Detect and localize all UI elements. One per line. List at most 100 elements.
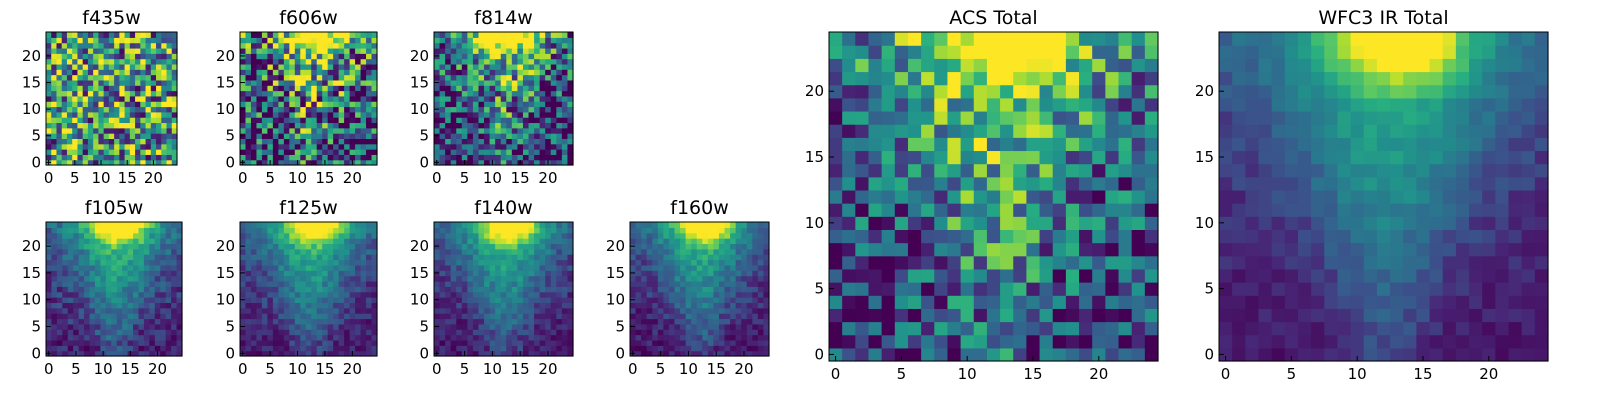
- heatmap-cell: [456, 302, 463, 309]
- heatmap-cell: [484, 85, 491, 92]
- heatmap-cell: [635, 248, 642, 255]
- heatmap-cell: [960, 282, 975, 296]
- heatmap-cell: [46, 63, 52, 70]
- heatmap-cell: [305, 85, 312, 92]
- heatmap-cell: [116, 313, 123, 320]
- heatmap-cell: [176, 323, 183, 330]
- heatmap-cell: [506, 32, 513, 38]
- heatmap-cell: [550, 248, 557, 255]
- heatmap-cell: [51, 307, 58, 314]
- heatmap-cell: [114, 159, 120, 166]
- heatmap-cell: [62, 350, 69, 357]
- y-tick-label: 15: [606, 264, 625, 282]
- heatmap-cell: [51, 143, 58, 150]
- heatmap-cell: [322, 248, 329, 255]
- heatmap-cell: [500, 53, 507, 60]
- heatmap-cell: [140, 101, 147, 108]
- heatmap-cell: [278, 117, 285, 124]
- heatmap-cell: [868, 203, 883, 217]
- heatmap-cell: [133, 350, 140, 357]
- heatmap-cell: [674, 323, 681, 330]
- heatmap-cell: [1000, 268, 1014, 283]
- heatmap-cell: [907, 334, 922, 349]
- axes-frame: [433, 31, 574, 166]
- heatmap-cell: [245, 85, 252, 92]
- heatmap-cell: [111, 334, 118, 341]
- heatmap-cell: [1026, 189, 1041, 204]
- heatmap-cell: [456, 291, 463, 298]
- heatmap-cell: [46, 69, 52, 76]
- heatmap-cell: [668, 232, 676, 239]
- heatmap-cell: [349, 133, 356, 139]
- heatmap-cell: [472, 313, 480, 320]
- heatmap-cell: [305, 323, 312, 330]
- heatmap-cell: [450, 133, 457, 139]
- heatmap-cell: [630, 238, 637, 245]
- heatmap-cell: [1000, 124, 1014, 138]
- heatmap-cell: [77, 74, 84, 81]
- heatmap-cell: [355, 264, 362, 271]
- heatmap-cell: [907, 189, 922, 204]
- heatmap-cell: [539, 329, 546, 336]
- heatmap-cell: [907, 176, 922, 191]
- heatmap-cell: [461, 63, 468, 70]
- heatmap-cell: [534, 243, 541, 250]
- heatmap-cell: [707, 280, 714, 287]
- heatmap-cell: [456, 286, 463, 293]
- heatmap-cell: [434, 286, 441, 293]
- heatmap-cell: [1013, 229, 1027, 244]
- heatmap-cell: [56, 149, 63, 155]
- heatmap-cell: [668, 259, 676, 266]
- heatmap-cell: [355, 243, 362, 250]
- heatmap-cell: [522, 79, 530, 86]
- heatmap-cell: [730, 238, 737, 245]
- heatmap-cell: [72, 138, 79, 145]
- heatmap-cell: [713, 275, 720, 282]
- heatmap-cell: [149, 254, 156, 261]
- heatmap-cell: [250, 79, 258, 86]
- heatmap-cell: [1039, 255, 1054, 270]
- heatmap-cell: [93, 138, 99, 145]
- heatmap-cell: [56, 138, 63, 145]
- heatmap-cell: [561, 117, 569, 124]
- heatmap-cell: [127, 286, 134, 293]
- heatmap-cell: [868, 321, 883, 336]
- heatmap-cell: [1092, 137, 1106, 152]
- y-tick-label: 5: [31, 127, 41, 145]
- heatmap-cell: [511, 149, 518, 155]
- heatmap-cell: [484, 243, 491, 250]
- heatmap-cell: [641, 339, 648, 346]
- y-tick-label: 10: [22, 291, 41, 309]
- heatmap-cell: [61, 53, 68, 60]
- heatmap-cell: [256, 69, 263, 76]
- heatmap-cell: [56, 248, 63, 255]
- y-tick-label: 20: [22, 237, 41, 255]
- heatmap-cell: [556, 149, 563, 155]
- heatmap-cell: [116, 254, 123, 261]
- heatmap-cell: [461, 79, 468, 86]
- heatmap-cell: [506, 122, 513, 129]
- heatmap-cell: [333, 90, 340, 97]
- heatmap-cell: [1131, 229, 1146, 244]
- heatmap-cell: [133, 302, 140, 309]
- heatmap-cell: [272, 329, 279, 336]
- heatmap-cell: [256, 275, 263, 282]
- y-tick-label: 5: [31, 318, 41, 336]
- heatmap-cell: [333, 286, 340, 293]
- heatmap-cell: [316, 85, 323, 92]
- heatmap-cell: [752, 307, 759, 314]
- heatmap-cell: [154, 254, 161, 261]
- heatmap-cell: [960, 229, 975, 244]
- heatmap-cell: [478, 143, 485, 150]
- heatmap-cell: [51, 297, 58, 303]
- heatmap-cell: [478, 85, 485, 92]
- heatmap-cell: [663, 313, 670, 320]
- heatmap-cell: [51, 227, 58, 234]
- heatmap-cell: [1052, 216, 1067, 230]
- heatmap-cell: [495, 106, 502, 113]
- heatmap-cell: [842, 189, 856, 204]
- heatmap-cell: [646, 307, 653, 314]
- heatmap-cell: [333, 350, 340, 357]
- heatmap-cell: [294, 318, 301, 325]
- heatmap-cell: [166, 90, 173, 97]
